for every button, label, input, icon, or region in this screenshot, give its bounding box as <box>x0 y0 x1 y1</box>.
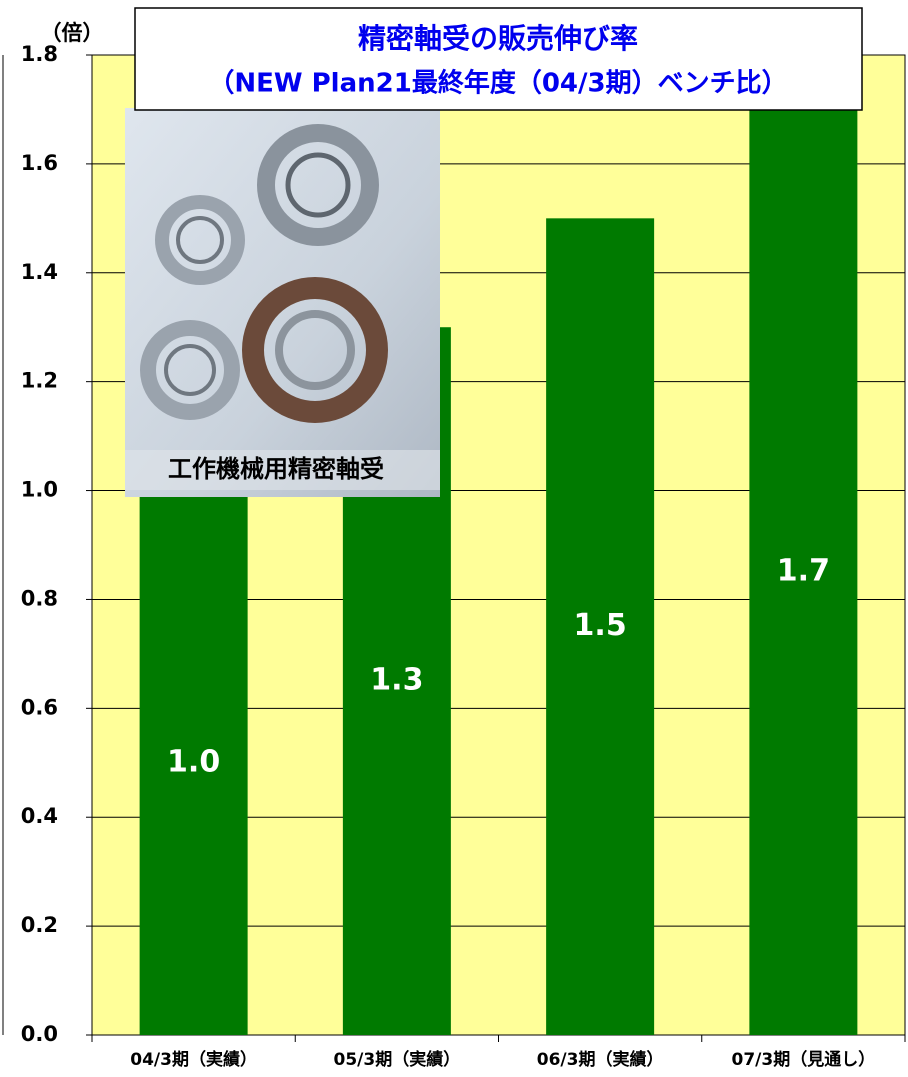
y-tick-label: 0.6 <box>21 695 58 719</box>
y-tick-label: 0.0 <box>21 1022 58 1046</box>
x-tick-label: 04/3期（実績） <box>130 1049 257 1070</box>
value-label: 1.7 <box>777 554 830 589</box>
x-tick-label: 05/3期（実績） <box>334 1049 461 1070</box>
title-box <box>134 7 863 111</box>
photo: 工作機械用精密軸受 <box>125 108 440 497</box>
x-tick-label: 07/3期（見通し） <box>732 1049 876 1070</box>
bar <box>546 218 655 1036</box>
y-unit-label: （倍） <box>41 21 104 45</box>
value-label: 1.5 <box>574 608 627 643</box>
x-tick-label: 06/3期（実績） <box>537 1049 664 1070</box>
chart-title: 精密軸受の販売伸び率 <box>358 22 638 55</box>
bar <box>749 109 858 1035</box>
bar <box>139 490 248 1035</box>
y-tick-label: 0.2 <box>21 913 58 937</box>
y-tick-label: 1.4 <box>21 260 58 284</box>
y-tick-label: 1.2 <box>21 369 58 393</box>
y-tick-label: 1.0 <box>21 478 58 502</box>
value-label: 1.0 <box>167 744 220 779</box>
value-label: 1.3 <box>370 663 423 698</box>
y-tick-label: 1.6 <box>21 151 58 175</box>
y-tick-label: 1.8 <box>21 42 58 66</box>
photo-caption: 工作機械用精密軸受 <box>168 455 384 483</box>
y-tick-label: 0.4 <box>21 804 58 828</box>
caption-band <box>125 450 440 490</box>
y-tick-label: 0.8 <box>21 586 58 610</box>
chart-subtitle: （NEW Plan21最終年度（04/3期）ベンチ比） <box>208 68 787 99</box>
bearings <box>140 124 388 423</box>
